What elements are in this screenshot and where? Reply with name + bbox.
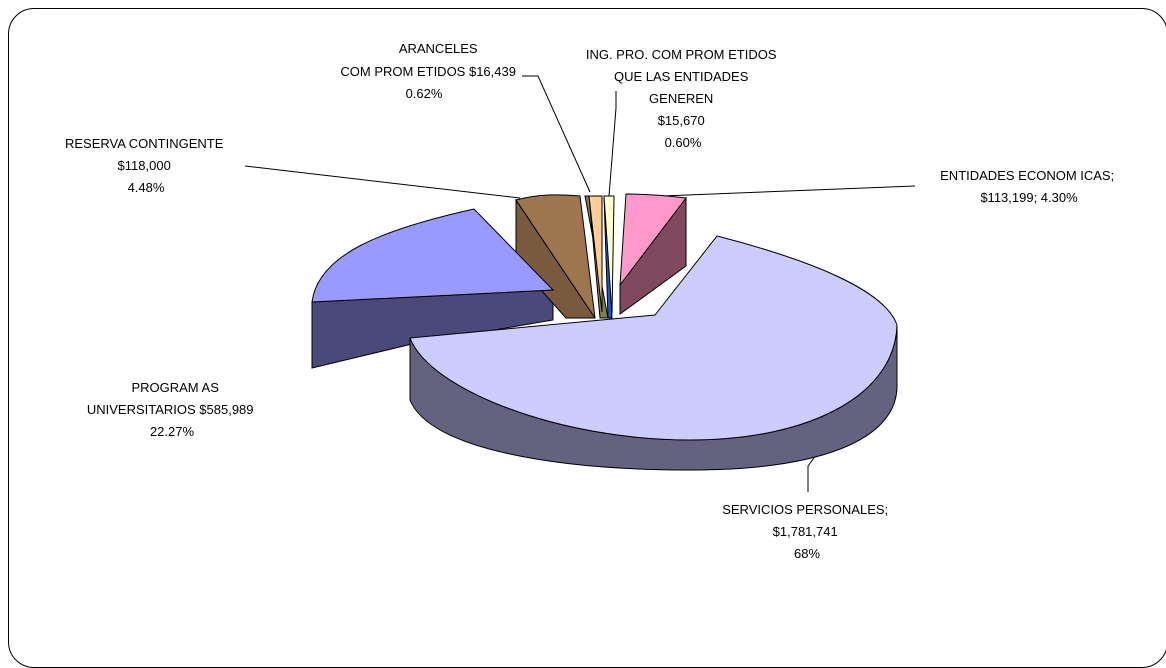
slice-top-entidades (619, 193, 687, 287)
slice-top-ingresos (603, 195, 615, 315)
data-label-line: ING. PRO. COM PROM ETIDOS (586, 47, 777, 62)
leader-line-reserva (244, 165, 521, 199)
data-label-line: GENEREN (649, 91, 713, 106)
data-label-programas: PROGRAM AS UNIVERSITARIOS $585,989 22.27… (87, 380, 257, 439)
data-label-line: $118,000 (118, 158, 171, 173)
data-label-line: QUE LAS ENTIDADES (614, 69, 749, 84)
data-label-aranceles: ARANCELES COM PROM ETIDOS $16,439 0.62% (340, 41, 519, 101)
data-label-line: $15,670 (658, 113, 705, 128)
data-label-ingresos: ING. PRO. COM PROM ETIDOS QUE LAS ENTIDA… (586, 47, 780, 150)
data-label-line: UNIVERSITARIOS $585,989 (87, 402, 254, 417)
slice-tops (311, 193, 898, 441)
data-label-reserva: RESERVA CONTINGENTE $118,000 4.48% (65, 136, 227, 195)
slice-top-servicios (409, 235, 898, 441)
data-label-line: 22.27% (150, 424, 195, 439)
data-label-line: 0.60% (665, 135, 702, 150)
data-label-line: COM PROM ETIDOS $16,439 (340, 64, 516, 79)
slice-top-reserva (515, 194, 596, 319)
data-label-line: $113,199; 4.30% (980, 190, 1078, 205)
data-label-line: 4.48% (128, 180, 165, 195)
data-label-line: ARANCELES (399, 41, 478, 56)
data-label-line: 0.62% (406, 86, 443, 101)
data-label-servicios: SERVICIOS PERSONALES; $1,781,741 68% (722, 502, 892, 561)
data-label-line: $1,781,741 (773, 524, 838, 539)
data-label-line: SERVICIOS PERSONALES; (722, 502, 888, 517)
data-labels: ARANCELES COM PROM ETIDOS $16,439 0.62% … (65, 41, 1118, 561)
data-label-line: ENTIDADES ECONOM ICAS; (940, 168, 1114, 183)
data-label-line: 68% (794, 546, 820, 561)
slice-top-aranceles (588, 195, 603, 313)
data-label-entidades: ENTIDADES ECONOM ICAS; $113,199; 4.30% (940, 168, 1118, 205)
slice-top-programas (311, 208, 555, 303)
leader-line-entidades (661, 185, 916, 197)
data-label-line: RESERVA CONTINGENTE (65, 136, 224, 151)
leader-line-ingresos (608, 91, 617, 197)
data-label-line: PROGRAM AS (131, 380, 219, 395)
leader-lines (244, 75, 916, 492)
leader-line-aranceles (522, 75, 591, 193)
